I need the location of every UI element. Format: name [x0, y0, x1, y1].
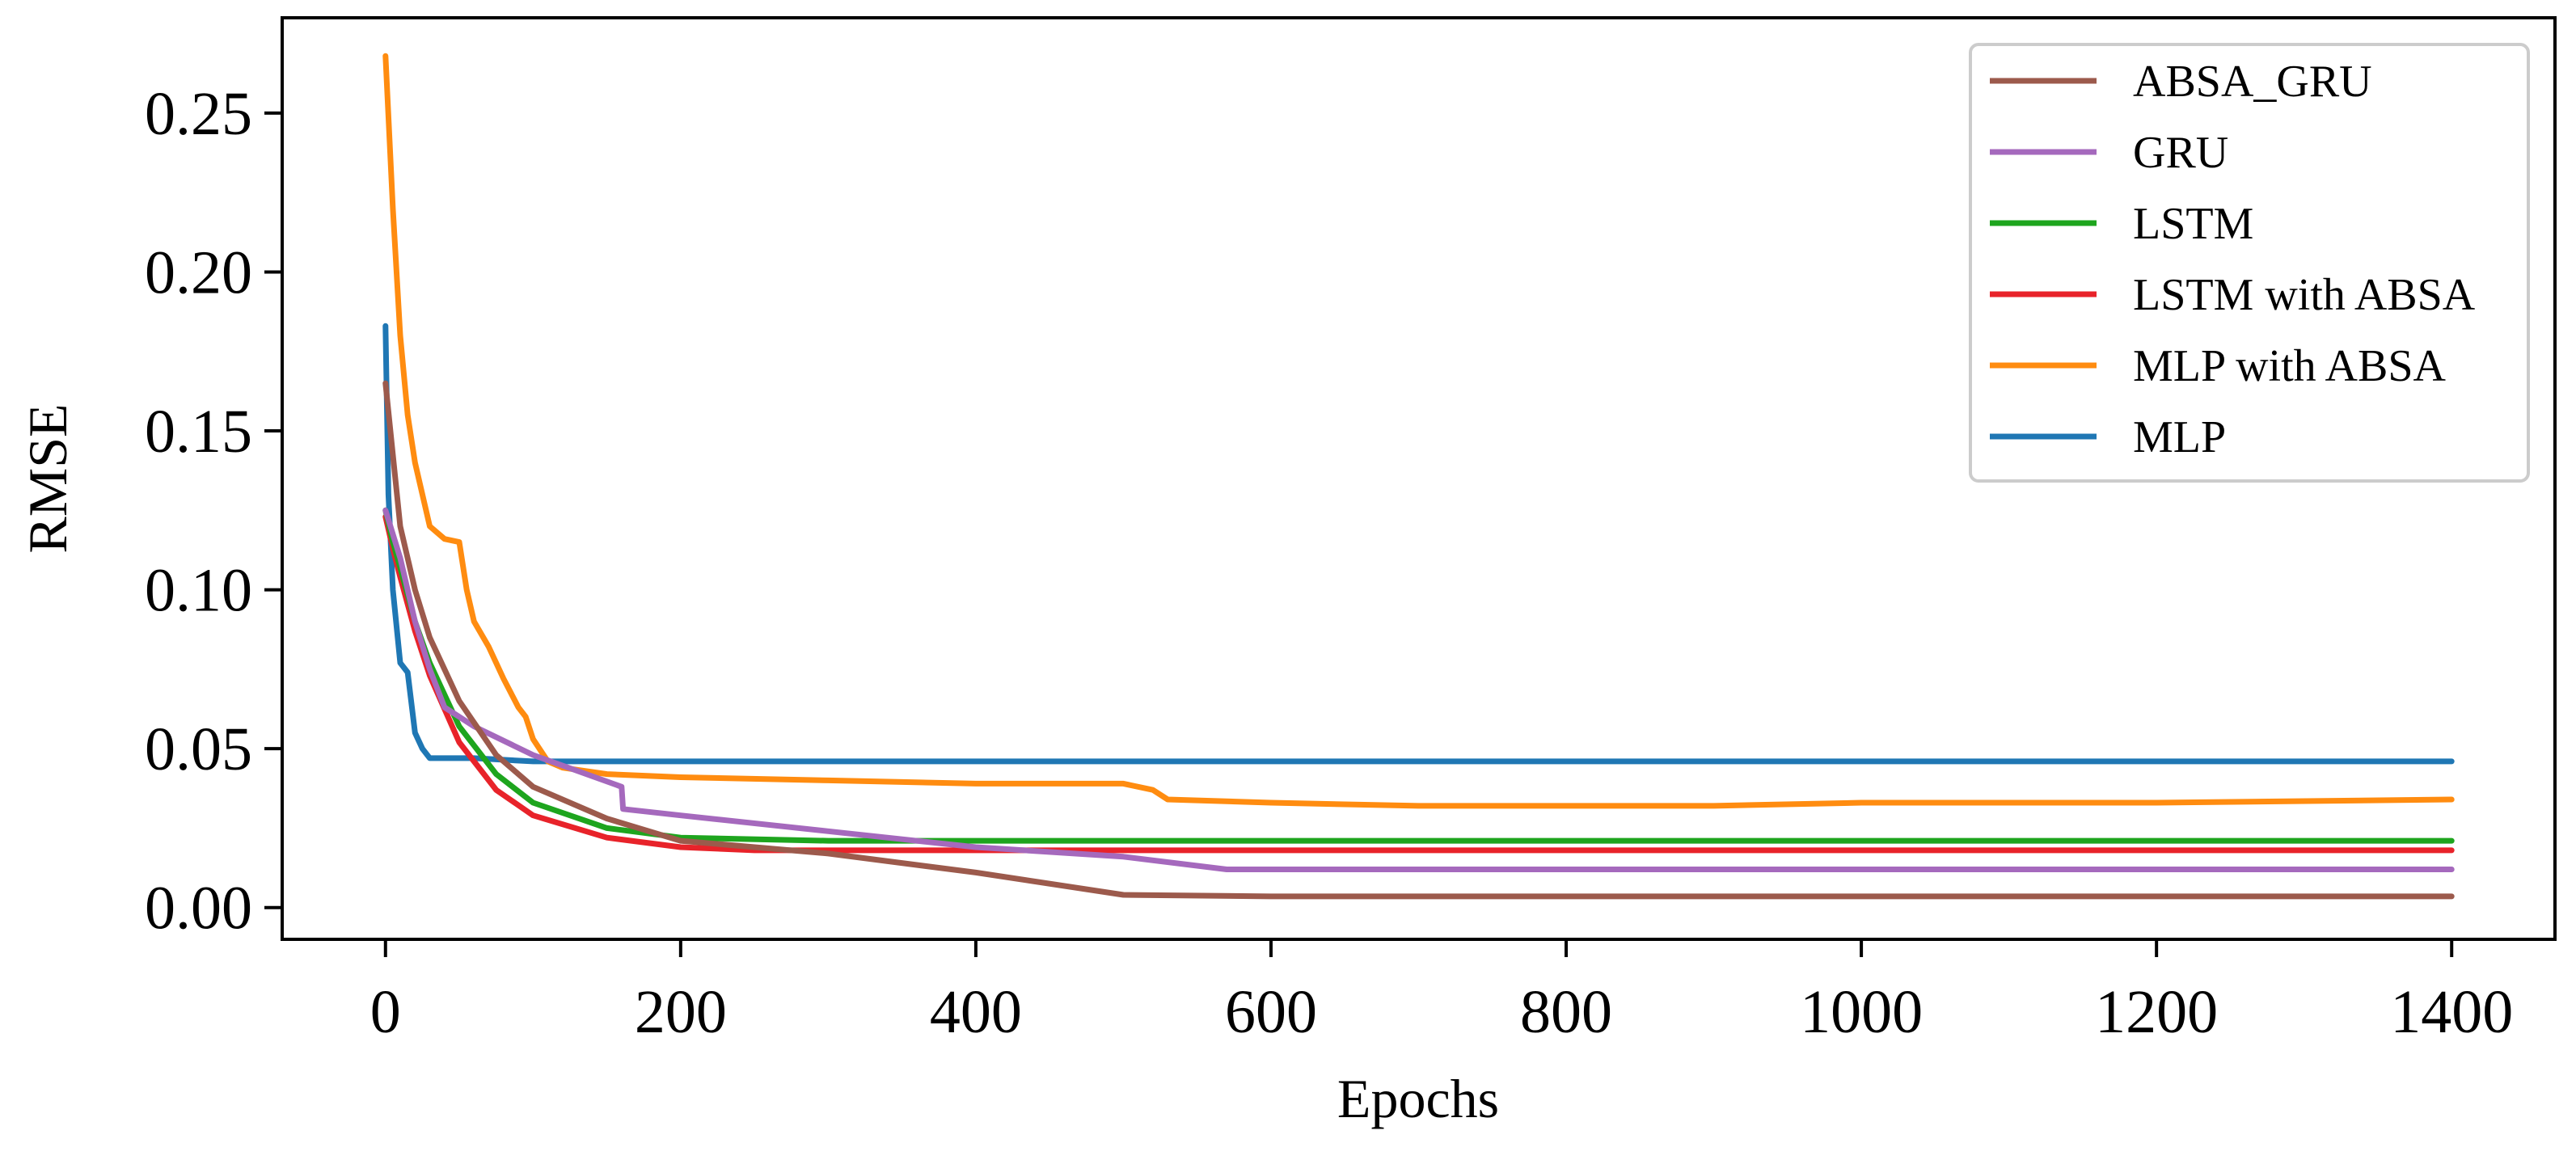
- x-axis-title: Epochs: [1337, 1068, 1499, 1129]
- legend-label-0: ABSA_GRU: [2133, 57, 2372, 107]
- legend-label-4: MLP with ABSA: [2133, 341, 2446, 391]
- y-tick-label: 0.20: [145, 238, 252, 306]
- x-tick-label: 1000: [1800, 978, 1923, 1046]
- y-axis: 0.00 0.05 0.10 0.15 0.20 0.25: [145, 80, 282, 943]
- legend-label-2: LSTM: [2133, 199, 2253, 249]
- x-tick-label: 1400: [2390, 978, 2513, 1046]
- y-tick-label: 0.00: [145, 875, 252, 943]
- series-line-0: [382, 380, 2455, 900]
- y-tick-label: 0.25: [145, 80, 252, 148]
- legend-label-5: MLP: [2133, 412, 2226, 462]
- legend-label-1: GRU: [2133, 128, 2228, 178]
- legend-items: ABSA_GRU GRU LSTM LSTM with ABSA MLP with AB…: [1990, 57, 2476, 462]
- legend-label-3: LSTM with ABSA: [2133, 270, 2476, 320]
- legend: ABSA_GRU GRU LSTM LSTM with ABSA MLP with AB…: [1969, 43, 2530, 483]
- y-tick-label: 0.05: [145, 715, 252, 783]
- series-line-5: [382, 323, 2455, 765]
- y-axis-title: RMSE: [17, 403, 78, 553]
- series-layer: [382, 53, 2455, 900]
- legend-box: [1969, 43, 2530, 483]
- plot-frame: [281, 16, 2557, 941]
- x-tick-label: 800: [1520, 978, 1612, 1046]
- x-tick-label: 600: [1225, 978, 1317, 1046]
- x-tick-label: 400: [930, 978, 1022, 1046]
- x-tick-label: 0: [370, 978, 401, 1046]
- x-tick-label: 200: [635, 978, 727, 1046]
- y-tick-label: 0.15: [145, 398, 252, 466]
- x-tick-label: 1200: [2095, 978, 2218, 1046]
- series-line-1: [382, 507, 2455, 872]
- y-tick-label: 0.10: [145, 557, 252, 625]
- x-axis: 0 200 400 600 800 1000 1200 1400: [370, 939, 2513, 1046]
